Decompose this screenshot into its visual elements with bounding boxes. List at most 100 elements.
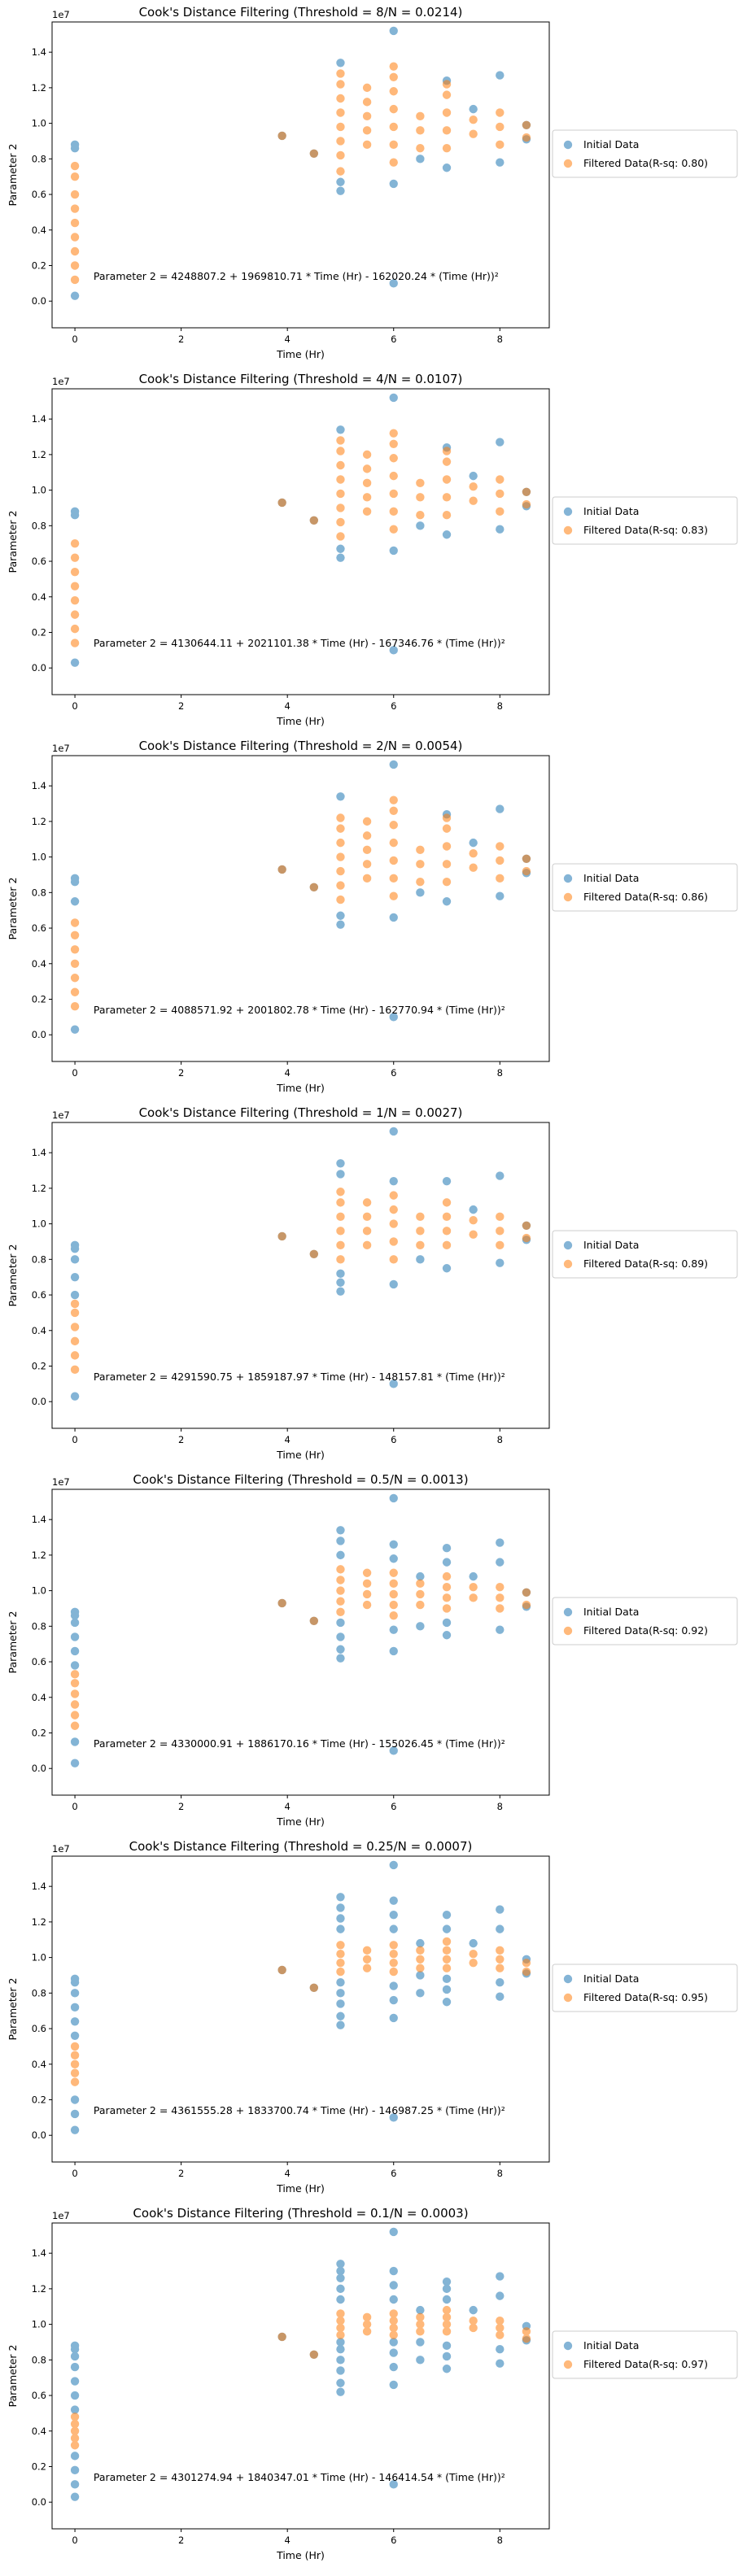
x-tick-label: 4 bbox=[285, 1067, 290, 1079]
data-point bbox=[469, 496, 478, 505]
legend-marker bbox=[563, 1993, 573, 2003]
data-point bbox=[389, 1746, 398, 1755]
data-point bbox=[336, 1903, 345, 1912]
data-point bbox=[70, 639, 80, 647]
data-point bbox=[496, 1604, 505, 1613]
data-point bbox=[336, 2309, 345, 2318]
y-tick-label: 1.2 bbox=[32, 1916, 46, 1928]
data-point bbox=[336, 1269, 345, 1279]
data-point bbox=[469, 1205, 478, 1214]
data-point bbox=[389, 439, 398, 448]
y-tick-label: 0.6 bbox=[32, 2390, 46, 2401]
y-tick-label: 1.2 bbox=[32, 2283, 46, 2295]
data-point bbox=[416, 1964, 425, 1972]
x-tick-label: 8 bbox=[497, 333, 503, 345]
data-point bbox=[70, 974, 80, 983]
data-point bbox=[70, 2480, 80, 2489]
data-point bbox=[277, 2332, 286, 2342]
data-point bbox=[416, 1255, 425, 1264]
data-point bbox=[442, 2327, 452, 2336]
data-point bbox=[442, 1924, 452, 1933]
data-point bbox=[336, 2012, 345, 2020]
data-point bbox=[70, 507, 80, 517]
data-point bbox=[70, 2391, 80, 2400]
data-point bbox=[70, 2051, 80, 2060]
data-point bbox=[336, 2020, 345, 2029]
data-point bbox=[496, 891, 505, 900]
data-point bbox=[70, 2095, 80, 2104]
equation-annotation: Parameter 2 = 4330000.91 + 1886170.16 * … bbox=[94, 1737, 505, 1750]
data-point bbox=[389, 806, 398, 815]
data-point bbox=[336, 94, 345, 103]
y-tick-label: 0.6 bbox=[32, 556, 46, 567]
y-tick-label: 0.4 bbox=[32, 958, 46, 970]
y-tick-label: 0.6 bbox=[32, 189, 46, 200]
x-tick-label: 0 bbox=[72, 1801, 77, 1812]
data-point bbox=[389, 140, 398, 150]
data-point bbox=[70, 204, 80, 213]
data-point bbox=[70, 1632, 80, 1641]
data-point bbox=[336, 866, 345, 876]
plot-frame bbox=[51, 1855, 550, 2163]
data-point bbox=[336, 1914, 345, 1923]
data-point bbox=[389, 2281, 398, 2290]
data-point bbox=[277, 1598, 286, 1608]
data-point bbox=[389, 856, 398, 865]
data-point bbox=[442, 1910, 452, 1920]
chart-panel-3: Cook's Distance Filtering (Threshold = 2… bbox=[7, 739, 738, 1094]
data-point bbox=[496, 1905, 505, 1914]
y-tick-label: 0.4 bbox=[32, 1325, 46, 1336]
data-point bbox=[442, 1593, 452, 1602]
x-tick-label: 4 bbox=[285, 2168, 290, 2179]
data-point bbox=[70, 2426, 80, 2435]
chart-title: Cook's Distance Filtering (Threshold = 8… bbox=[139, 5, 463, 20]
data-point bbox=[336, 824, 345, 833]
y-axis-label: Parameter 2 bbox=[7, 878, 19, 940]
data-point bbox=[70, 1646, 80, 1656]
data-point bbox=[70, 1737, 80, 1746]
data-point bbox=[389, 525, 398, 534]
data-point bbox=[442, 108, 452, 117]
data-point bbox=[496, 2359, 505, 2368]
data-point bbox=[336, 544, 345, 553]
data-point bbox=[70, 2377, 80, 2386]
data-point bbox=[309, 1616, 319, 1625]
y-tick-label: 0.0 bbox=[32, 295, 46, 307]
y-axis-exponent: 1e7 bbox=[52, 9, 70, 20]
data-point bbox=[70, 959, 80, 968]
equation-annotation: Parameter 2 = 4130644.11 + 2021101.38 * … bbox=[94, 637, 505, 649]
data-point bbox=[496, 2345, 505, 2354]
data-point bbox=[442, 1618, 452, 1628]
data-point bbox=[442, 1198, 452, 1207]
data-point bbox=[389, 2330, 398, 2339]
y-tick-label: 1.2 bbox=[32, 816, 46, 827]
data-point bbox=[389, 1176, 398, 1186]
data-point bbox=[389, 1127, 398, 1136]
y-axis-exponent: 1e7 bbox=[52, 2210, 70, 2221]
data-point bbox=[496, 1625, 505, 1634]
y-tick-label: 0.8 bbox=[32, 1987, 46, 1998]
data-point bbox=[70, 140, 80, 150]
y-axis-exponent: 1e7 bbox=[52, 376, 70, 387]
data-point bbox=[70, 2077, 80, 2086]
data-point bbox=[442, 2295, 452, 2304]
data-point bbox=[496, 2272, 505, 2281]
y-tick-label: 0.8 bbox=[32, 1253, 46, 1265]
data-point bbox=[70, 582, 80, 591]
x-tick-label: 2 bbox=[178, 1434, 184, 1445]
legend-label: Initial Data bbox=[583, 138, 639, 150]
data-point bbox=[70, 553, 80, 562]
data-point bbox=[496, 140, 505, 150]
data-point bbox=[70, 1974, 80, 1984]
y-tick-label: 1.4 bbox=[32, 1147, 46, 1158]
legend-label: Filtered Data(R-sq: 0.86) bbox=[583, 891, 708, 903]
legend-label: Filtered Data(R-sq: 0.95) bbox=[583, 1991, 708, 2003]
data-point bbox=[70, 987, 80, 996]
data-point bbox=[389, 104, 398, 114]
data-point bbox=[336, 80, 345, 89]
data-point bbox=[336, 2323, 345, 2333]
data-point bbox=[336, 1536, 345, 1545]
data-point bbox=[336, 436, 345, 445]
data-point bbox=[389, 1237, 398, 1246]
